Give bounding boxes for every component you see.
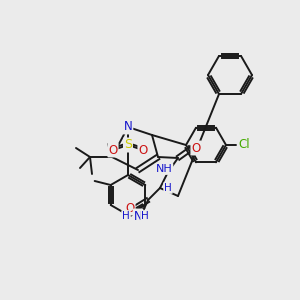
- Text: N: N: [134, 209, 142, 223]
- Text: O: O: [191, 142, 201, 154]
- Text: Cl: Cl: [238, 139, 250, 152]
- Text: S: S: [124, 139, 132, 152]
- Text: NH: NH: [156, 164, 172, 174]
- Text: H: H: [164, 183, 172, 193]
- Text: H: H: [141, 211, 149, 221]
- Text: O: O: [108, 143, 118, 157]
- Text: O: O: [125, 202, 135, 214]
- Text: N: N: [124, 121, 132, 134]
- Text: H: H: [122, 211, 130, 221]
- Text: O: O: [138, 143, 148, 157]
